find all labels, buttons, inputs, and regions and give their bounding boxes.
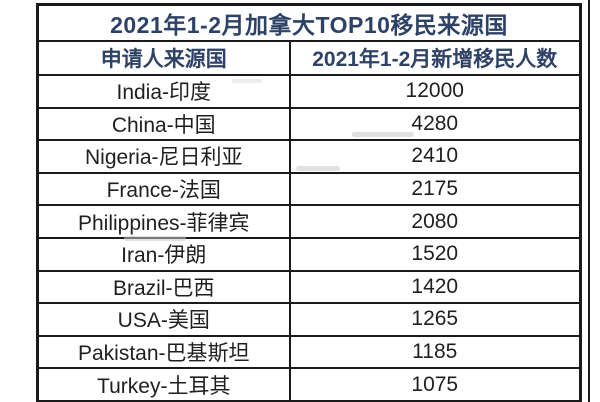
country-cell: Nigeria-尼日利亚 bbox=[36, 139, 291, 174]
count-cell: 1075 bbox=[288, 367, 582, 402]
country-cell: Brazil-巴西 bbox=[36, 269, 291, 305]
table-row: Turkey-土耳其 1075 bbox=[36, 367, 582, 402]
table-row: France-法国 2175 bbox=[36, 171, 582, 207]
count-cell: 2410 bbox=[288, 139, 582, 174]
count-cell: 2175 bbox=[288, 171, 582, 207]
watermark-smudge bbox=[296, 166, 340, 171]
country-cell: France-法国 bbox=[36, 171, 291, 207]
country-cell: China-中国 bbox=[36, 106, 291, 142]
count-cell: 1185 bbox=[288, 334, 582, 370]
watermark-smudge bbox=[352, 132, 414, 137]
right-edge-gridline bbox=[588, 0, 590, 402]
table-row: Brazil-巴西 1420 bbox=[36, 269, 582, 305]
count-cell: 1520 bbox=[288, 236, 582, 272]
column-header-new-immigrants: 2021年1-2月新增移民人数 bbox=[288, 40, 582, 76]
count-cell: 1420 bbox=[288, 269, 582, 305]
count-cell: 2080 bbox=[288, 204, 582, 239]
table-row: India-印度 12000 bbox=[36, 74, 582, 109]
watermark-smudge bbox=[124, 236, 186, 241]
table-title: 2021年1-2月加拿大TOP10移民来源国 bbox=[36, 3, 582, 42]
watermark-smudge bbox=[232, 79, 262, 83]
country-cell: Iran-伊朗 bbox=[36, 236, 291, 272]
table-title-row: 2021年1-2月加拿大TOP10移民来源国 bbox=[36, 3, 582, 42]
count-cell: 12000 bbox=[288, 74, 582, 109]
country-cell: Philippines-菲律宾 bbox=[36, 204, 291, 239]
column-header-source-country: 申请人来源国 bbox=[36, 40, 291, 76]
table-row: Nigeria-尼日利亚 2410 bbox=[36, 139, 582, 174]
table-row: China-中国 4280 bbox=[36, 106, 582, 142]
table-row: Pakistan-巴基斯坦 1185 bbox=[36, 334, 582, 370]
country-cell: Pakistan-巴基斯坦 bbox=[36, 334, 291, 370]
count-cell: 4280 bbox=[288, 106, 582, 142]
table-header-row: 申请人来源国 2021年1-2月新增移民人数 bbox=[36, 40, 582, 76]
immigration-table: 2021年1-2月加拿大TOP10移民来源国 申请人来源国 2021年1-2月新… bbox=[36, 3, 583, 402]
count-cell: 1265 bbox=[288, 302, 582, 337]
table-row: Iran-伊朗 1520 bbox=[36, 236, 582, 272]
country-cell: USA-美国 bbox=[36, 302, 291, 337]
table-row: Philippines-菲律宾 2080 bbox=[36, 204, 582, 239]
country-cell: India-印度 bbox=[36, 74, 291, 109]
country-cell: Turkey-土耳其 bbox=[36, 367, 291, 402]
table-row: USA-美国 1265 bbox=[36, 302, 582, 337]
